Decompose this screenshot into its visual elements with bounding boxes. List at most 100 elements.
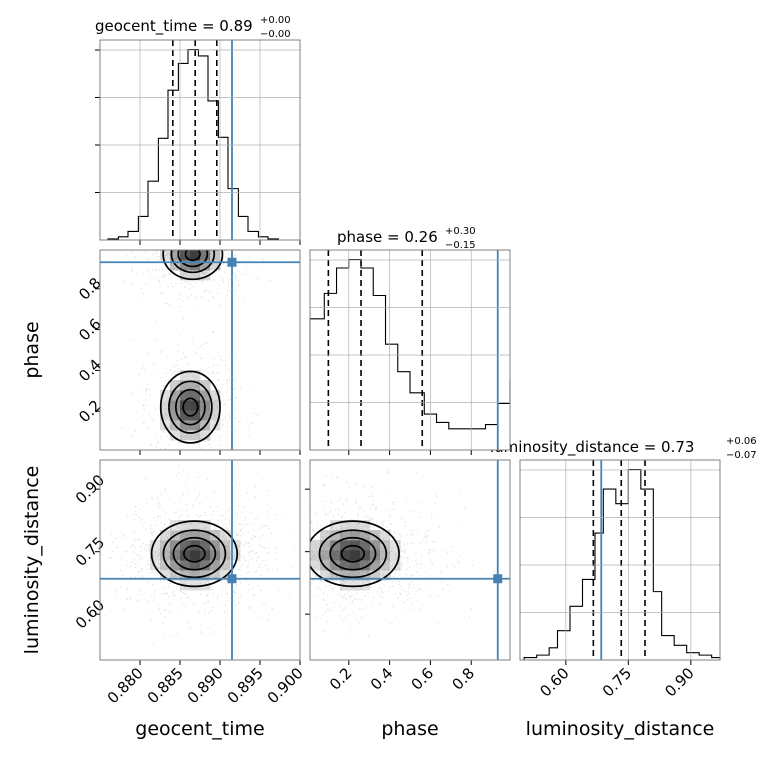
density-cell [210, 410, 221, 421]
density-cell [160, 250, 171, 261]
density-cell [350, 580, 361, 591]
contour-line [340, 544, 366, 563]
truth-marker [227, 574, 237, 584]
contour-line [318, 529, 388, 579]
hist-frame [99, 39, 301, 241]
density-cell [200, 260, 211, 271]
density-cell [190, 250, 201, 261]
density-cell [180, 380, 191, 391]
hist-panel-phase [309, 250, 511, 450]
xlabel-geocent-time: geocent_time [135, 718, 264, 740]
density-cell [180, 430, 191, 441]
hist-bar [309, 258, 511, 450]
density-cell [180, 370, 191, 381]
contour-line [177, 250, 209, 268]
density-cell [200, 270, 211, 281]
density-cell [370, 540, 381, 551]
density-cell [170, 430, 181, 441]
density-cell [190, 550, 201, 561]
density-cell [370, 560, 381, 571]
hist-frame [519, 459, 721, 661]
hist-background [100, 40, 300, 240]
density-cell [350, 570, 361, 581]
contour-line [329, 536, 377, 571]
density-cell [340, 550, 351, 561]
title-geocent-time-minus: −0.00 [260, 29, 291, 40]
hist-panel-geocent_time [95, 40, 300, 240]
density-cell [220, 560, 231, 571]
hist-background [520, 460, 720, 660]
density-cell [160, 400, 171, 411]
density-cell [320, 540, 331, 551]
density-cell [180, 530, 191, 541]
truth-marker [493, 574, 503, 584]
density-cell [210, 560, 221, 571]
density-cell [190, 380, 201, 391]
density-cell [170, 540, 181, 551]
density-cell [360, 540, 371, 551]
density-cell [200, 560, 211, 571]
density-cell [360, 560, 371, 571]
density-cell [360, 530, 371, 541]
density-cell [220, 540, 231, 551]
contour-line [162, 529, 227, 579]
title-phase-plus: +0.30 [445, 226, 476, 237]
density-cell [210, 570, 221, 581]
density-cell [330, 550, 341, 561]
contour-line [174, 388, 206, 426]
density-cell [350, 520, 361, 531]
density-cell [360, 550, 371, 561]
density-cell [190, 260, 201, 271]
density-cell [190, 270, 201, 281]
density-cell [210, 540, 221, 551]
density-cell [340, 560, 351, 571]
hist-panel-luminosity_distance [520, 460, 721, 660]
pair-frame [99, 459, 301, 661]
xlabel-luminosity-distance: luminosity_distance [526, 718, 715, 740]
contour-line [182, 397, 199, 417]
density-cell [350, 560, 361, 571]
density-cell [190, 430, 201, 441]
density-cell [330, 560, 341, 571]
density-cell [200, 540, 211, 551]
density-cell [200, 390, 211, 401]
density-cell [190, 560, 201, 571]
density-cell [180, 550, 191, 561]
density-cell [390, 550, 401, 561]
density-cell [180, 570, 191, 581]
hist-bar [523, 468, 721, 660]
density-cell [380, 540, 391, 551]
density-cell [200, 520, 211, 531]
density-cell [220, 530, 231, 541]
pair-panel-phase-luminosity_distance [310, 460, 510, 660]
density-cell [190, 390, 201, 401]
density-cell [160, 570, 171, 581]
density-cell [310, 540, 321, 551]
density-cell [190, 530, 201, 541]
density-cell [330, 540, 341, 551]
density-cell [190, 570, 201, 581]
contour-line [184, 250, 201, 262]
density-cell [170, 250, 181, 261]
pair-content [310, 460, 510, 660]
density-cell [160, 560, 171, 571]
xlabel-phase: phase [381, 718, 438, 740]
density-cell [330, 530, 341, 541]
density-cell [160, 390, 171, 401]
density-cell [190, 580, 201, 591]
contour-line [170, 250, 216, 274]
pair-panel-geocent_time-luminosity_distance [100, 460, 300, 660]
density-cell [340, 570, 351, 581]
panels-layer: 0.60 0.75 0.900.20.40.60.80.8800.8850.8900… [72, 39, 721, 707]
hist-bar [107, 48, 279, 240]
pair-content [100, 250, 300, 450]
pair-frame [309, 459, 511, 661]
density-cell [160, 530, 171, 541]
density-cell [380, 560, 391, 571]
density-cell [320, 530, 331, 541]
contour-line [172, 536, 217, 571]
density-cell [350, 550, 361, 561]
density-cell [180, 420, 191, 431]
density-cell [180, 540, 191, 551]
